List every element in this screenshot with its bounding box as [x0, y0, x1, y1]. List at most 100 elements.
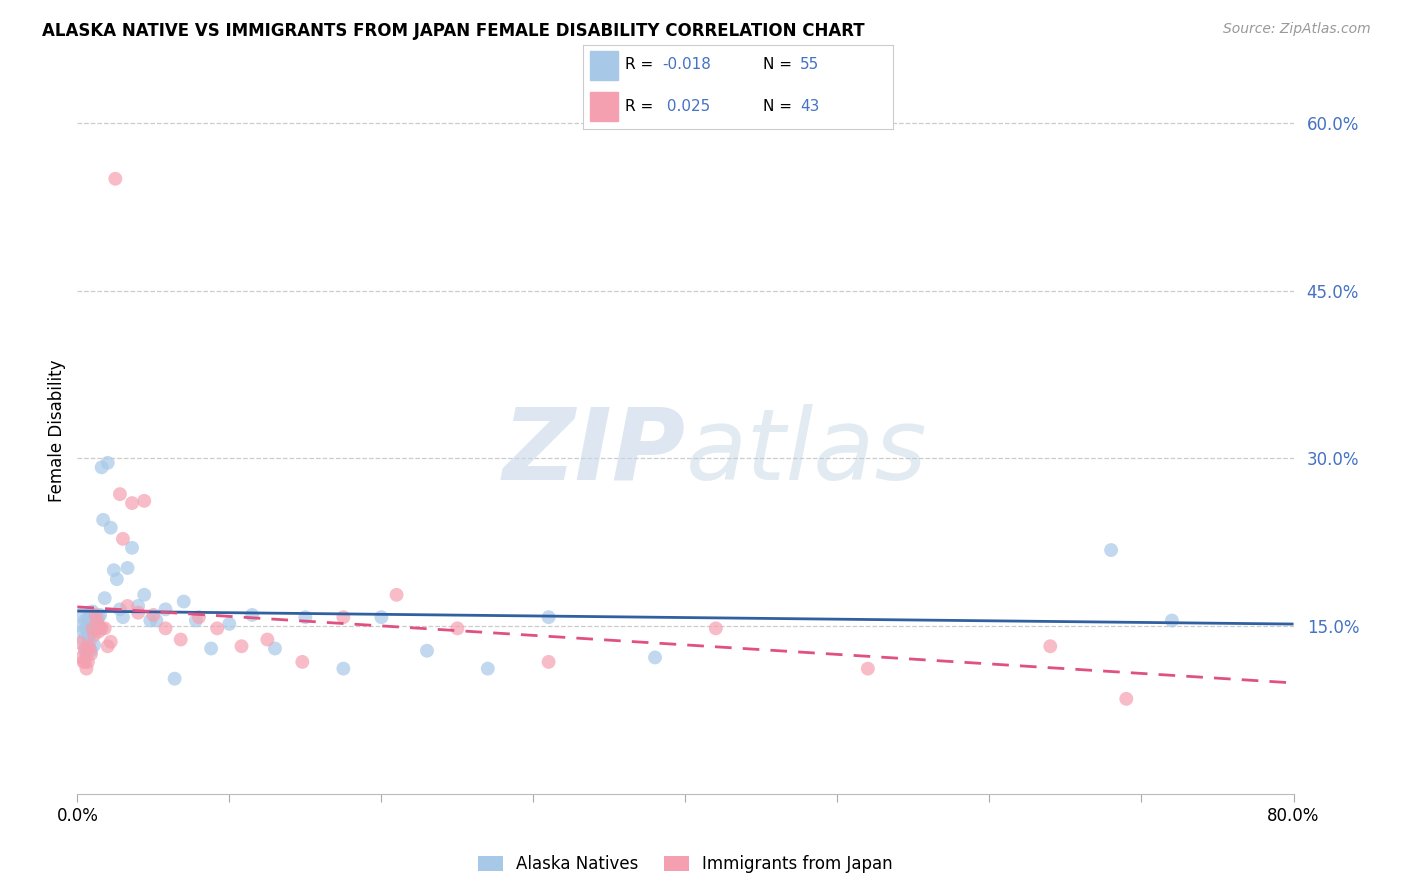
Point — [80, 644, 103, 658]
Point — [127, 606, 149, 620]
Text: N =: N = — [763, 57, 792, 72]
Point — [145, 614, 167, 628]
Point — [73, 655, 96, 669]
Point — [69, 607, 91, 622]
Point — [82, 605, 104, 619]
Point — [77, 614, 100, 628]
Point — [91, 513, 114, 527]
Text: ZIP: ZIP — [502, 404, 686, 500]
Point — [79, 641, 101, 656]
Point — [93, 591, 115, 606]
Point — [240, 607, 263, 622]
Point — [332, 610, 354, 624]
Point — [477, 662, 499, 676]
Point — [294, 610, 316, 624]
Point — [205, 621, 228, 635]
Point — [704, 621, 727, 635]
Point — [163, 672, 186, 686]
Point — [72, 624, 94, 639]
Point — [103, 563, 125, 577]
Point — [173, 594, 195, 608]
Text: 0.025: 0.025 — [662, 99, 710, 114]
Point — [84, 607, 107, 622]
Point — [82, 624, 104, 639]
Point — [87, 624, 110, 639]
Text: N =: N = — [763, 99, 792, 114]
Legend: Alaska Natives, Immigrants from Japan: Alaska Natives, Immigrants from Japan — [471, 848, 900, 880]
Point — [82, 621, 104, 635]
Text: Source: ZipAtlas.com: Source: ZipAtlas.com — [1223, 22, 1371, 37]
Point — [332, 662, 354, 676]
Point — [105, 572, 128, 586]
Point — [291, 655, 314, 669]
Point — [121, 496, 143, 510]
Point — [111, 532, 134, 546]
Point — [83, 614, 105, 628]
Point — [87, 610, 110, 624]
Point — [134, 588, 156, 602]
Point — [73, 644, 96, 658]
Point — [93, 621, 115, 635]
Point — [264, 641, 287, 656]
Text: -0.018: -0.018 — [662, 57, 711, 72]
Point — [83, 628, 105, 642]
Point — [70, 619, 93, 633]
Bar — [589, 52, 617, 80]
Point — [89, 607, 111, 622]
Point — [537, 655, 560, 669]
Point — [97, 456, 120, 470]
Point — [83, 638, 105, 652]
Point — [117, 599, 139, 613]
Point — [77, 630, 100, 644]
Text: 43: 43 — [800, 99, 820, 114]
Point — [108, 602, 131, 616]
Point — [80, 647, 103, 661]
Point — [1161, 614, 1184, 628]
Point — [79, 606, 101, 620]
Point — [446, 621, 468, 635]
Text: atlas: atlas — [686, 404, 927, 500]
Text: ALASKA NATIVE VS IMMIGRANTS FROM JAPAN FEMALE DISABILITY CORRELATION CHART: ALASKA NATIVE VS IMMIGRANTS FROM JAPAN F… — [42, 22, 865, 40]
Point — [370, 610, 392, 624]
Point — [184, 614, 207, 628]
Point — [104, 171, 127, 186]
Point — [256, 632, 278, 647]
Point — [69, 636, 91, 650]
Point — [231, 639, 253, 653]
Point — [139, 614, 162, 628]
Point — [73, 641, 96, 656]
Point — [1039, 639, 1062, 653]
Point — [77, 639, 100, 653]
Point — [644, 650, 666, 665]
Point — [100, 521, 122, 535]
Point — [77, 655, 100, 669]
Point — [86, 616, 108, 631]
Point — [1099, 543, 1122, 558]
Point — [79, 636, 101, 650]
Point — [188, 610, 211, 624]
Point — [97, 639, 120, 653]
Point — [84, 621, 107, 635]
Text: R =: R = — [626, 99, 654, 114]
Point — [117, 561, 139, 575]
Point — [170, 632, 193, 647]
Point — [218, 616, 240, 631]
Point — [72, 632, 94, 647]
Point — [86, 614, 108, 628]
Point — [75, 621, 97, 635]
Point — [80, 610, 103, 624]
Point — [155, 602, 177, 616]
Point — [134, 493, 156, 508]
Text: 55: 55 — [800, 57, 820, 72]
Point — [90, 621, 112, 635]
Point — [856, 662, 879, 676]
Point — [385, 588, 408, 602]
Point — [108, 487, 131, 501]
Point — [89, 621, 111, 635]
Point — [200, 641, 222, 656]
Point — [70, 650, 93, 665]
Point — [111, 610, 134, 624]
Point — [127, 599, 149, 613]
Point — [100, 634, 122, 648]
Point — [73, 614, 96, 628]
